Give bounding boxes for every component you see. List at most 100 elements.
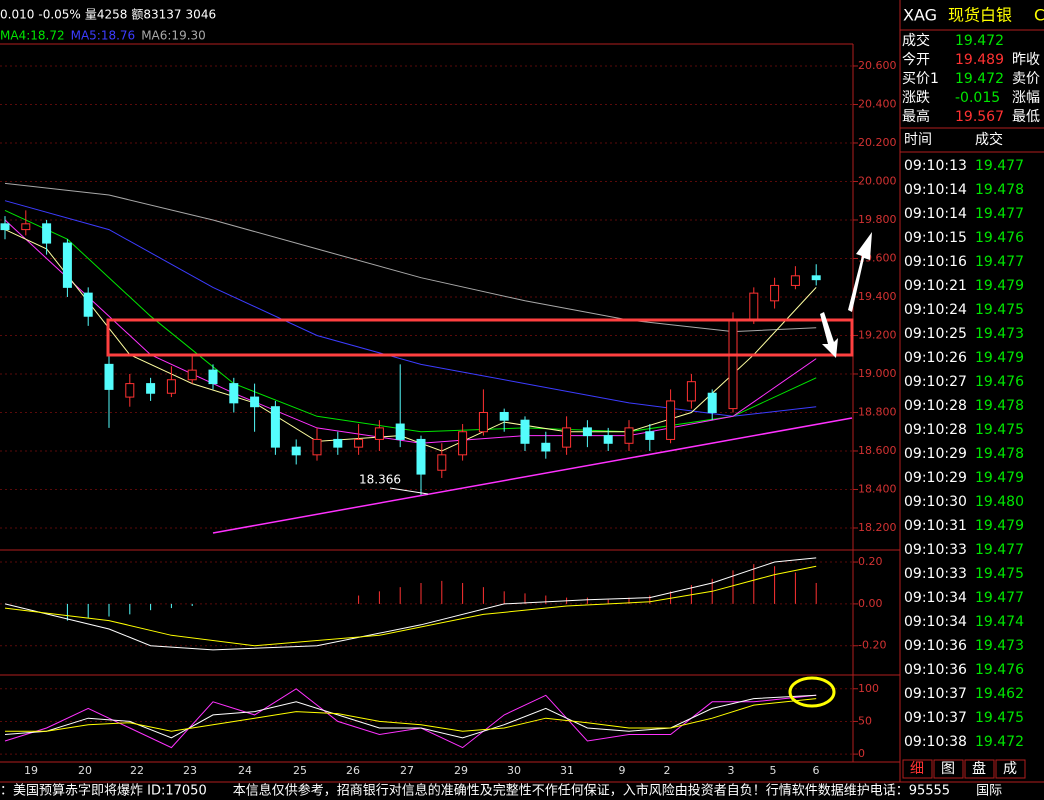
trade-price: 19.477 [975,542,1024,558]
candle-body [104,363,114,390]
indicator-line [4,200,817,417]
trade-price: 19.479 [975,278,1024,294]
trade-price: 19.479 [975,350,1024,366]
candle-body [728,319,738,410]
trade-time: 09:10:30 [904,494,967,510]
candle-body [42,223,52,244]
trade-price: 19.478 [975,398,1024,414]
candle-body [312,438,322,456]
trade-time: 09:10:29 [904,446,967,462]
x-tick-label: 24 [238,764,252,777]
ma-legend: MA5:18.76 [71,29,136,43]
quote-value: 19.472 [955,71,1004,87]
trade-time: 09:10:33 [904,542,967,558]
top-bar-item: 0.010 [0,8,34,22]
candle-body [187,369,197,381]
trade-time: 09:10:13 [904,158,967,174]
tab-label[interactable]: 图 [941,761,955,777]
quote-label: 买价1 [902,71,939,87]
tab[interactable] [995,759,1026,779]
x-tick-label: 23 [183,764,197,777]
candle-body [146,383,156,394]
ticker-text: ：美国预算赤字即将爆炸 ID:17050 本信息仅供参考，招商银行对信息的准确性… [0,783,1002,799]
candle-body [229,383,239,404]
candle-body [208,369,218,385]
tab-label[interactable]: 成 [1003,761,1017,777]
table-header: 时间 [904,132,932,148]
quote-label: 成交 [902,32,930,49]
x-tick-label: 2 [664,764,671,777]
trade-time: 09:10:36 [904,662,967,678]
x-tick-label: 30 [507,764,521,777]
symbol: XAG [903,6,937,25]
top-bar-item: 量4258 [85,8,128,22]
quote-label: 涨幅 [1012,90,1040,106]
candle-body [374,427,384,440]
x-tick-label: 22 [130,764,144,777]
candle-body [645,431,655,440]
candle-body [686,381,696,402]
tab[interactable] [964,759,995,779]
trade-price: 19.477 [975,206,1024,222]
x-tick-label: 26 [346,764,360,777]
trade-time: 09:10:28 [904,398,967,414]
quote-value: 19.489 [955,52,1004,68]
trade-price: 19.475 [975,566,1024,582]
candle-body [291,446,301,456]
candle-body [354,438,364,448]
trade-time: 09:10:27 [904,374,967,390]
x-tick-label: 25 [293,764,307,777]
candle-body [582,427,592,437]
candle-body [478,411,488,433]
y-tick-label: 19.800 [858,213,897,226]
trade-time: 09:10:14 [904,182,967,198]
x-tick-label: 20 [78,764,92,777]
highlight-box [106,318,854,357]
indicator-line [5,698,817,732]
candle-body [666,400,676,440]
indicator-line [4,219,817,444]
trade-price: 19.462 [975,686,1024,702]
candle-body [270,406,280,448]
y-tick-label: 100 [858,682,879,695]
indicator-line [4,182,817,333]
trade-price: 19.473 [975,638,1024,654]
candle-body [770,284,780,302]
y-tick-label: 19.200 [858,328,897,341]
trade-price: 19.474 [975,614,1024,630]
candle-body [437,454,447,471]
tab-label[interactable]: 细 [910,761,924,777]
chart-frame [0,0,1044,782]
trade-price: 19.477 [975,158,1024,174]
trade-price: 19.478 [975,446,1024,462]
trade-time: 09:10:25 [904,326,967,342]
tab-label[interactable]: 盘 [972,760,986,777]
leader-line [389,487,429,495]
y-tick-label: 50 [858,714,872,727]
candle-body [811,275,821,281]
y-tick-label: 0.20 [858,555,883,568]
trade-time: 09:10:15 [904,230,967,246]
candle-body [62,242,72,288]
candle-body [416,438,426,475]
tab[interactable] [902,759,933,779]
y-tick-label: 19.400 [858,290,897,303]
indicator-line [4,557,817,651]
candle-body [541,442,551,452]
candle-body [83,292,93,317]
candle-body [125,383,135,398]
candle-body [562,427,572,448]
trade-time: 09:10:26 [904,350,967,366]
tab[interactable] [933,759,964,779]
trade-time: 09:10:38 [904,734,967,750]
y-tick-label: 20.200 [858,136,897,149]
x-tick-label: 9 [619,764,626,777]
y-tick-label: 0.00 [858,597,883,610]
trade-price: 19.477 [975,590,1024,606]
y-tick-label: 20.000 [858,174,897,187]
quote-label: 今开 [902,52,930,68]
y-tick-label: 18.800 [858,405,897,418]
indicator-line [4,565,817,647]
candle-body [603,435,613,444]
